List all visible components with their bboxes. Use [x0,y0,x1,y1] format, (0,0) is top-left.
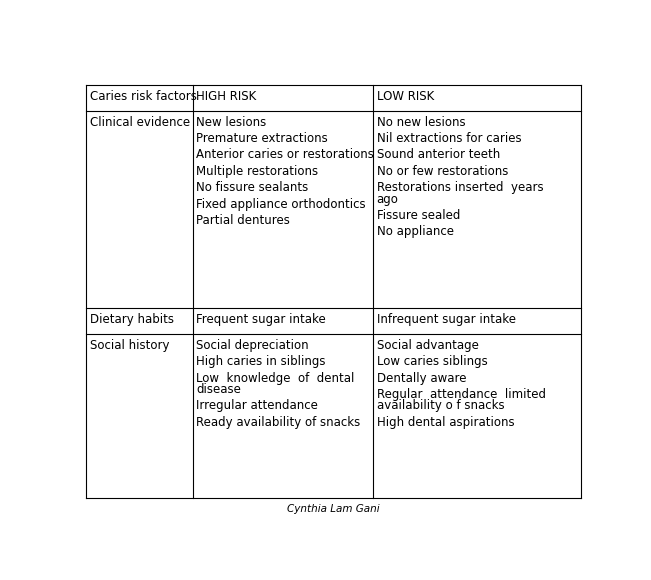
Text: No fissure sealants: No fissure sealants [196,181,309,194]
Text: Irregular attendance: Irregular attendance [196,399,318,412]
Text: New lesions: New lesions [196,116,266,129]
Text: Infrequent sugar intake: Infrequent sugar intake [377,313,516,326]
Text: Dentally aware: Dentally aware [377,372,466,385]
Text: Premature extractions: Premature extractions [196,132,328,145]
Text: HIGH RISK: HIGH RISK [196,90,256,103]
Text: Caries risk factors: Caries risk factors [90,90,197,103]
Text: Restorations inserted  years: Restorations inserted years [377,181,544,194]
Text: No new lesions: No new lesions [377,116,465,129]
Text: High dental aspirations: High dental aspirations [377,416,514,429]
Text: Cynthia Lam Gani: Cynthia Lam Gani [287,503,380,514]
Text: Partial dentures: Partial dentures [196,214,290,227]
Text: Nil extractions for caries: Nil extractions for caries [377,132,521,145]
Text: Social depreciation: Social depreciation [196,339,309,352]
Text: Dietary habits: Dietary habits [90,313,174,326]
Text: Frequent sugar intake: Frequent sugar intake [196,313,326,326]
Text: availability o f snacks: availability o f snacks [377,399,505,412]
Text: Multiple restorations: Multiple restorations [196,165,318,178]
Text: LOW RISK: LOW RISK [377,90,434,103]
Text: disease: disease [196,383,241,396]
Text: Clinical evidence: Clinical evidence [90,116,190,129]
Text: Fixed appliance orthodontics: Fixed appliance orthodontics [196,198,366,211]
Text: ago: ago [377,193,398,205]
Text: Low  knowledge  of  dental: Low knowledge of dental [196,372,355,385]
Text: No or few restorations: No or few restorations [377,165,508,178]
Text: Social history: Social history [90,339,169,352]
Text: High caries in siblings: High caries in siblings [196,355,326,368]
Text: Regular  attendance  limited: Regular attendance limited [377,388,546,401]
Text: Anterior caries or restorations: Anterior caries or restorations [196,148,374,161]
Text: No appliance: No appliance [377,225,454,238]
Text: Ready availability of snacks: Ready availability of snacks [196,416,361,429]
Text: Low caries siblings: Low caries siblings [377,355,488,368]
Text: Social advantage: Social advantage [377,339,478,352]
Text: Sound anterior teeth: Sound anterior teeth [377,148,500,161]
Text: Fissure sealed: Fissure sealed [377,209,460,222]
